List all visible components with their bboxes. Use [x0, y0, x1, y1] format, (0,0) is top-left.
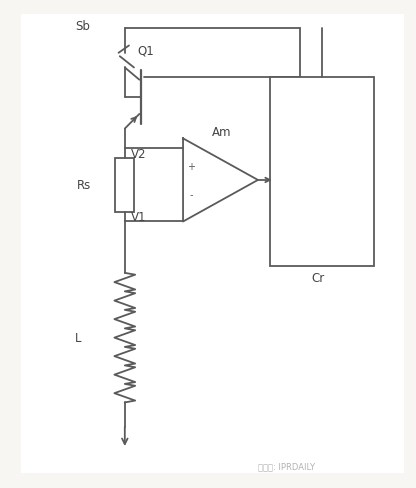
Text: V1: V1 — [131, 211, 146, 224]
Text: +: + — [187, 162, 196, 171]
FancyBboxPatch shape — [115, 159, 134, 212]
FancyBboxPatch shape — [270, 78, 374, 266]
Text: L: L — [75, 331, 82, 345]
Text: Cr: Cr — [312, 272, 325, 285]
Text: Am: Am — [212, 125, 232, 138]
FancyBboxPatch shape — [21, 15, 404, 473]
Text: Sb: Sb — [75, 20, 90, 33]
Text: Q1: Q1 — [137, 45, 154, 58]
Text: V2: V2 — [131, 147, 146, 160]
Text: Rs: Rs — [77, 179, 91, 192]
Text: 微信号: IPRDAILY: 微信号: IPRDAILY — [258, 462, 315, 470]
Text: -: - — [190, 190, 193, 200]
